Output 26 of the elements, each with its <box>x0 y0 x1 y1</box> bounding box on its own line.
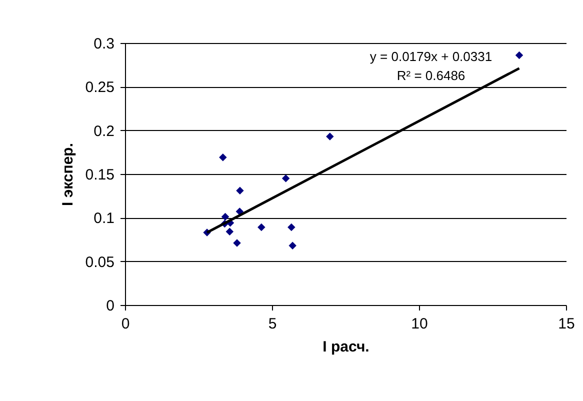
y-tick-label: 0.3 <box>94 36 114 52</box>
y-tick-label: 0.15 <box>85 166 114 184</box>
point <box>515 51 524 60</box>
point <box>282 174 290 182</box>
annotation: R² = 0.6486 <box>396 68 466 83</box>
point <box>219 154 227 162</box>
x-tick-label: 15 <box>558 316 575 332</box>
y-tick-label: 0 <box>106 298 114 314</box>
x-axis-title: I расч. <box>322 338 370 356</box>
point <box>288 242 296 250</box>
annotation: y = 0.0179x + 0.0331 <box>370 49 492 64</box>
y-tick-label: 0.25 <box>85 79 114 96</box>
point <box>233 239 241 247</box>
point <box>326 132 334 140</box>
y-tick-label: 0.1 <box>94 210 114 228</box>
y-tick-label: 0.2 <box>94 122 114 140</box>
point <box>226 228 234 236</box>
y-tick-label: 0.05 <box>85 254 114 271</box>
point <box>221 212 230 221</box>
x-tick-label: 10 <box>411 316 428 332</box>
x-tick-label: 5 <box>268 316 277 332</box>
point <box>288 223 296 232</box>
y-axis-title: I экспер. <box>59 142 76 206</box>
point <box>258 223 266 232</box>
point <box>236 186 244 194</box>
x-tick-label: 0 <box>121 316 130 332</box>
